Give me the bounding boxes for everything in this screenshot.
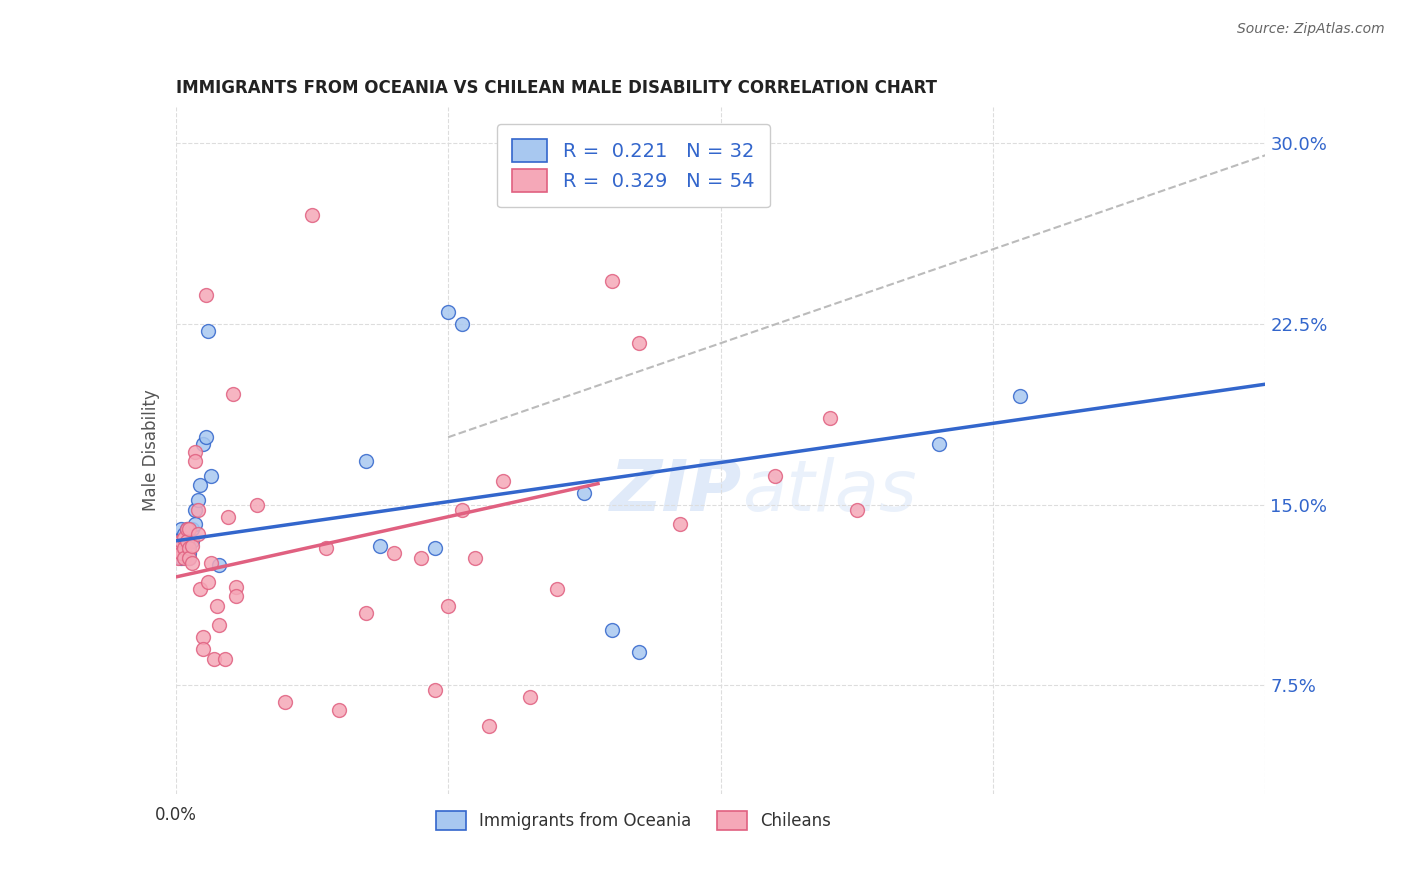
Point: [1010, 389, 1032, 403]
Point: [179, 550, 201, 565]
Point: [184, 454, 207, 468]
Point: [176, 522, 198, 536]
Point: [409, 550, 432, 565]
Point: [202, 652, 225, 666]
Point: [186, 526, 209, 541]
Point: [181, 539, 204, 553]
Point: [170, 522, 193, 536]
Point: [179, 550, 201, 565]
Point: [328, 702, 350, 716]
Point: [205, 599, 228, 613]
Point: [181, 556, 204, 570]
Point: [763, 468, 786, 483]
Text: atlas: atlas: [742, 458, 917, 526]
Point: [173, 526, 195, 541]
Point: [191, 437, 214, 451]
Text: Source: ZipAtlas.com: Source: ZipAtlas.com: [1237, 22, 1385, 37]
Point: [184, 444, 207, 458]
Point: [188, 582, 211, 596]
Text: ZIP: ZIP: [610, 458, 742, 526]
Point: [478, 719, 501, 733]
Point: [574, 485, 596, 500]
Point: [186, 492, 209, 507]
Point: [519, 690, 541, 705]
Point: [197, 324, 219, 338]
Point: [627, 336, 650, 351]
Point: [437, 599, 460, 613]
Text: 0.0%: 0.0%: [155, 806, 197, 824]
Point: [167, 541, 190, 555]
Point: [197, 574, 219, 589]
Point: [668, 516, 690, 531]
Point: [208, 558, 231, 572]
Point: [186, 502, 209, 516]
Point: [225, 589, 247, 603]
Point: [176, 533, 198, 548]
Point: [184, 502, 207, 516]
Point: [222, 387, 245, 401]
Point: [423, 541, 446, 555]
Point: [191, 630, 214, 644]
Legend: Immigrants from Oceania, Chileans: Immigrants from Oceania, Chileans: [429, 805, 838, 837]
Point: [179, 541, 201, 555]
Point: [301, 209, 323, 223]
Point: [437, 305, 460, 319]
Point: [208, 618, 231, 632]
Point: [200, 556, 222, 570]
Point: [600, 274, 623, 288]
Point: [274, 695, 297, 709]
Point: [450, 502, 472, 516]
Point: [179, 533, 201, 548]
Point: [464, 550, 486, 565]
Point: [600, 623, 623, 637]
Point: [368, 539, 391, 553]
Point: [845, 502, 868, 516]
Y-axis label: Male Disability: Male Disability: [142, 390, 160, 511]
Point: [194, 430, 217, 444]
Point: [167, 546, 190, 560]
Point: [217, 509, 239, 524]
Point: [173, 532, 195, 546]
Point: [176, 522, 198, 536]
Point: [184, 516, 207, 531]
Point: [315, 541, 337, 555]
Point: [173, 550, 195, 565]
Point: [167, 533, 190, 548]
Point: [200, 468, 222, 483]
Point: [423, 683, 446, 698]
Point: [627, 645, 650, 659]
Point: [246, 498, 269, 512]
Point: [225, 580, 247, 594]
Point: [191, 642, 214, 657]
Point: [492, 474, 515, 488]
Point: [356, 606, 378, 620]
Point: [928, 437, 950, 451]
Point: [818, 411, 841, 425]
Point: [188, 478, 211, 492]
Point: [181, 522, 204, 536]
Point: [382, 546, 405, 560]
Text: IMMIGRANTS FROM OCEANIA VS CHILEAN MALE DISABILITY CORRELATION CHART: IMMIGRANTS FROM OCEANIA VS CHILEAN MALE …: [176, 79, 936, 97]
Point: [170, 533, 193, 548]
Point: [170, 550, 193, 565]
Point: [170, 546, 193, 560]
Point: [167, 550, 190, 565]
Point: [356, 454, 378, 468]
Point: [173, 541, 195, 555]
Point: [173, 541, 195, 555]
Point: [181, 533, 204, 548]
Point: [194, 288, 217, 302]
Point: [179, 546, 201, 560]
Point: [176, 533, 198, 548]
Point: [214, 652, 236, 666]
Point: [546, 582, 568, 596]
Point: [450, 317, 472, 331]
Point: [179, 522, 201, 536]
